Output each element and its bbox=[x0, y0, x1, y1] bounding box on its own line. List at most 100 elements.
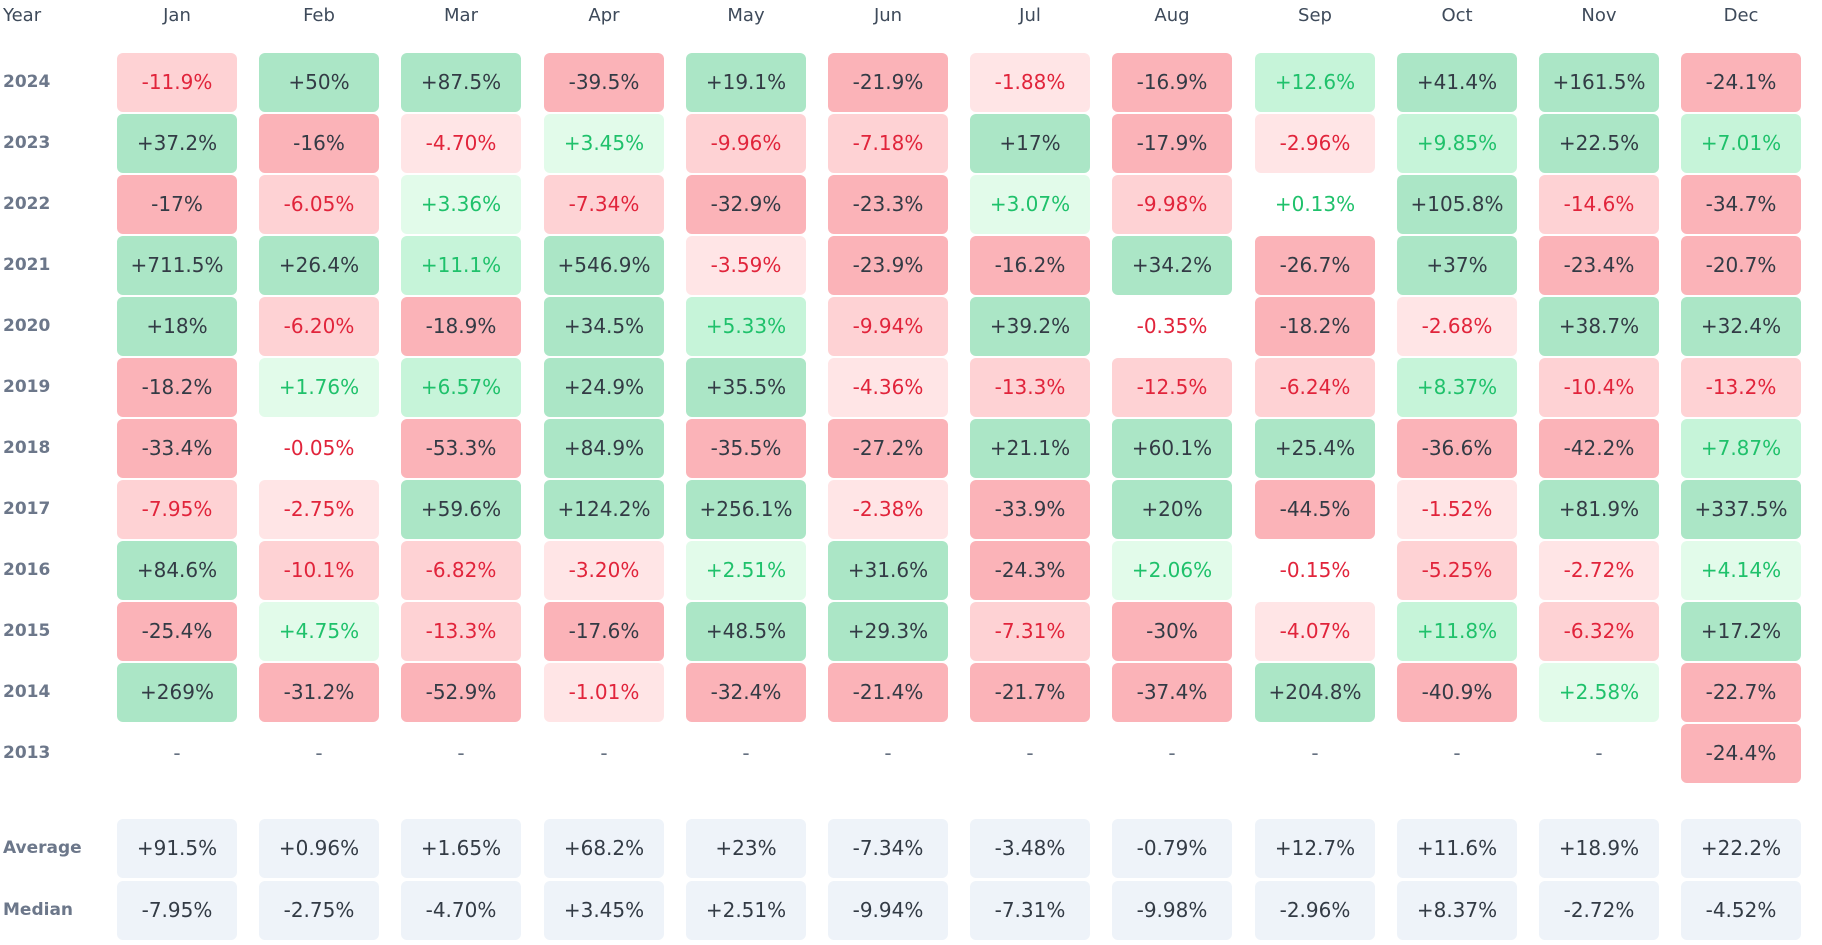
heatmap-cell-2021-sep: -26.7% bbox=[1255, 236, 1375, 295]
heatmap-cell-2024-jun: -21.9% bbox=[828, 53, 948, 112]
heatmap-cell-2014-apr: -1.01% bbox=[544, 663, 664, 722]
heatmap-cell-2016-aug: +2.06% bbox=[1112, 541, 1232, 600]
heatmap-cell-2014-jul: -21.7% bbox=[970, 663, 1090, 722]
month-header-jul: Jul bbox=[1019, 5, 1041, 26]
heatmap-cell-2019-nov: -10.4% bbox=[1539, 358, 1659, 417]
heatmap-cell-2021-jul: -16.2% bbox=[970, 236, 1090, 295]
summary-cell-average-dec: +22.2% bbox=[1681, 819, 1801, 878]
summary-cell-median-dec: -4.52% bbox=[1681, 881, 1801, 940]
heatmap-cell-2014-mar: -52.9% bbox=[401, 663, 521, 722]
heatmap-cell-2020-dec: +32.4% bbox=[1681, 297, 1801, 356]
heatmap-cell-2017-jun: -2.38% bbox=[828, 480, 948, 539]
heatmap-cell-2016-sep: -0.15% bbox=[1255, 541, 1375, 600]
heatmap-cell-2017-oct: -1.52% bbox=[1397, 480, 1517, 539]
month-header-mar: Mar bbox=[444, 5, 478, 26]
heatmap-cell-2020-jan: +18% bbox=[117, 297, 237, 356]
heatmap-cell-2023-jan: +37.2% bbox=[117, 114, 237, 173]
heatmap-cell-2016-mar: -6.82% bbox=[401, 541, 521, 600]
heatmap-cell-2017-aug: +20% bbox=[1112, 480, 1232, 539]
heatmap-cell-2013-mar: - bbox=[457, 741, 465, 765]
heatmap-cell-2024-feb: +50% bbox=[259, 53, 379, 112]
heatmap-cell-2018-feb: -0.05% bbox=[259, 419, 379, 478]
heatmap-cell-2018-may: -35.5% bbox=[686, 419, 806, 478]
summary-cell-median-may: +2.51% bbox=[686, 881, 806, 940]
summary-cell-average-jul: -3.48% bbox=[970, 819, 1090, 878]
heatmap-cell-2022-nov: -14.6% bbox=[1539, 175, 1659, 234]
heatmap-cell-2024-may: +19.1% bbox=[686, 53, 806, 112]
heatmap-cell-2022-oct: +105.8% bbox=[1397, 175, 1517, 234]
heatmap-cell-2014-dec: -22.7% bbox=[1681, 663, 1801, 722]
heatmap-cell-2013-aug: - bbox=[1168, 741, 1176, 765]
heatmap-cell-2016-may: +2.51% bbox=[686, 541, 806, 600]
summary-cell-median-jan: -7.95% bbox=[117, 881, 237, 940]
heatmap-cell-2013-jul: - bbox=[1026, 741, 1034, 765]
heatmap-cell-2017-nov: +81.9% bbox=[1539, 480, 1659, 539]
heatmap-cell-2014-nov: +2.58% bbox=[1539, 663, 1659, 722]
heatmap-cell-2015-apr: -17.6% bbox=[544, 602, 664, 661]
heatmap-cell-2016-jul: -24.3% bbox=[970, 541, 1090, 600]
heatmap-cell-2015-mar: -13.3% bbox=[401, 602, 521, 661]
summary-cell-median-sep: -2.96% bbox=[1255, 881, 1375, 940]
heatmap-cell-2020-mar: -18.9% bbox=[401, 297, 521, 356]
month-header-jun: Jun bbox=[873, 5, 903, 26]
heatmap-cell-2020-aug: -0.35% bbox=[1112, 297, 1232, 356]
heatmap-cell-2015-jan: -25.4% bbox=[117, 602, 237, 661]
heatmap-cell-2015-aug: -30% bbox=[1112, 602, 1232, 661]
heatmap-cell-2020-feb: -6.20% bbox=[259, 297, 379, 356]
heatmap-cell-2023-sep: -2.96% bbox=[1255, 114, 1375, 173]
heatmap-cell-2016-jan: +84.6% bbox=[117, 541, 237, 600]
month-header-nov: Nov bbox=[1581, 5, 1617, 26]
summary-cell-median-mar: -4.70% bbox=[401, 881, 521, 940]
heatmap-cell-2016-apr: -3.20% bbox=[544, 541, 664, 600]
heatmap-cell-2015-dec: +17.2% bbox=[1681, 602, 1801, 661]
heatmap-cell-2022-dec: -34.7% bbox=[1681, 175, 1801, 234]
heatmap-cell-2018-aug: +60.1% bbox=[1112, 419, 1232, 478]
heatmap-cell-2014-aug: -37.4% bbox=[1112, 663, 1232, 722]
heatmap-cell-2016-dec: +4.14% bbox=[1681, 541, 1801, 600]
summary-cell-average-nov: +18.9% bbox=[1539, 819, 1659, 878]
heatmap-cell-2019-may: +35.5% bbox=[686, 358, 806, 417]
heatmap-cell-2021-apr: +546.9% bbox=[544, 236, 664, 295]
summary-cell-average-apr: +68.2% bbox=[544, 819, 664, 878]
heatmap-cell-2023-jul: +17% bbox=[970, 114, 1090, 173]
year-label-2019: 2019 bbox=[3, 377, 51, 397]
heatmap-cell-2018-jun: -27.2% bbox=[828, 419, 948, 478]
month-header-sep: Sep bbox=[1298, 5, 1332, 26]
heatmap-cell-2021-dec: -20.7% bbox=[1681, 236, 1801, 295]
heatmap-cell-2021-jun: -23.9% bbox=[828, 236, 948, 295]
heatmap-cell-2015-may: +48.5% bbox=[686, 602, 806, 661]
heatmap-cell-2020-jun: -9.94% bbox=[828, 297, 948, 356]
heatmap-cell-2017-feb: -2.75% bbox=[259, 480, 379, 539]
heatmap-cell-2013-oct: - bbox=[1453, 741, 1461, 765]
year-label-2014: 2014 bbox=[3, 682, 51, 702]
year-label-2023: 2023 bbox=[3, 133, 51, 153]
heatmap-cell-2021-mar: +11.1% bbox=[401, 236, 521, 295]
heatmap-cell-2019-jun: -4.36% bbox=[828, 358, 948, 417]
summary-cell-median-apr: +3.45% bbox=[544, 881, 664, 940]
heatmap-cell-2022-jul: +3.07% bbox=[970, 175, 1090, 234]
year-label-2021: 2021 bbox=[3, 255, 51, 275]
heatmap-cell-2021-nov: -23.4% bbox=[1539, 236, 1659, 295]
heatmap-cell-2019-jul: -13.3% bbox=[970, 358, 1090, 417]
heatmap-cell-2013-may: - bbox=[742, 741, 750, 765]
heatmap-cell-2017-may: +256.1% bbox=[686, 480, 806, 539]
heatmap-cell-2013-jan: - bbox=[173, 741, 181, 765]
month-header-feb: Feb bbox=[303, 5, 335, 26]
heatmap-cell-2019-sep: -6.24% bbox=[1255, 358, 1375, 417]
heatmap-cell-2022-may: -32.9% bbox=[686, 175, 806, 234]
summary-cell-median-oct: +8.37% bbox=[1397, 881, 1517, 940]
heatmap-cell-2013-jun: - bbox=[884, 741, 892, 765]
heatmap-cell-2021-jan: +711.5% bbox=[117, 236, 237, 295]
heatmap-cell-2014-may: -32.4% bbox=[686, 663, 806, 722]
heatmap-cell-2021-may: -3.59% bbox=[686, 236, 806, 295]
heatmap-cell-2020-may: +5.33% bbox=[686, 297, 806, 356]
month-header-dec: Dec bbox=[1723, 5, 1759, 26]
heatmap-cell-2015-oct: +11.8% bbox=[1397, 602, 1517, 661]
month-header-may: May bbox=[727, 5, 765, 26]
heatmap-cell-2019-dec: -13.2% bbox=[1681, 358, 1801, 417]
summary-cell-average-aug: -0.79% bbox=[1112, 819, 1232, 878]
heatmap-cell-2014-oct: -40.9% bbox=[1397, 663, 1517, 722]
heatmap-cell-2015-nov: -6.32% bbox=[1539, 602, 1659, 661]
summary-cell-median-jul: -7.31% bbox=[970, 881, 1090, 940]
heatmap-cell-2024-mar: +87.5% bbox=[401, 53, 521, 112]
